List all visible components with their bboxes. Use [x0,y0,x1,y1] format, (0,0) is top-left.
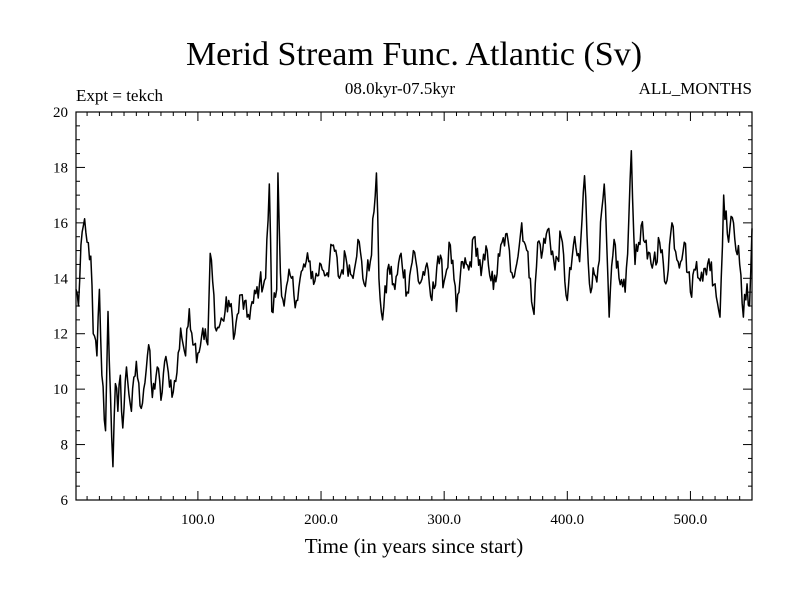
chart-subtitle-right: ALL_MONTHS [639,79,752,98]
y-tick-label: 16 [53,216,69,232]
y-tick-label: 10 [53,382,68,398]
y-axis-tick-labels: 6 8 10 12 14 16 18 20 [53,105,69,509]
x-tick-label: 300.0 [427,512,461,528]
x-tick-label: 400.0 [550,512,584,528]
series-line [75,150,753,468]
plot-frame [75,111,753,501]
axis-ticks [76,111,753,501]
x-axis-tick-labels: 100.0 200.0 300.0 400.0 500.0 [181,512,707,528]
chart-title: Merid Stream Func. Atlantic (Sv) [186,36,642,73]
y-tick-label: 14 [53,271,69,287]
y-tick-label: 20 [53,105,68,121]
y-tick-label: 18 [53,160,68,176]
x-tick-label: 100.0 [181,512,215,528]
x-axis-label: Time (in years since start) [305,534,524,558]
y-tick-label: 12 [53,327,68,343]
chart-subtitle-center: 08.0kyr-07.5kyr [345,79,455,98]
chart-subtitle-left: Expt = tekch [76,86,164,105]
x-tick-label: 500.0 [674,512,708,528]
x-tick-label: 200.0 [304,512,338,528]
y-tick-label: 8 [61,438,69,454]
y-tick-label: 6 [61,493,69,509]
